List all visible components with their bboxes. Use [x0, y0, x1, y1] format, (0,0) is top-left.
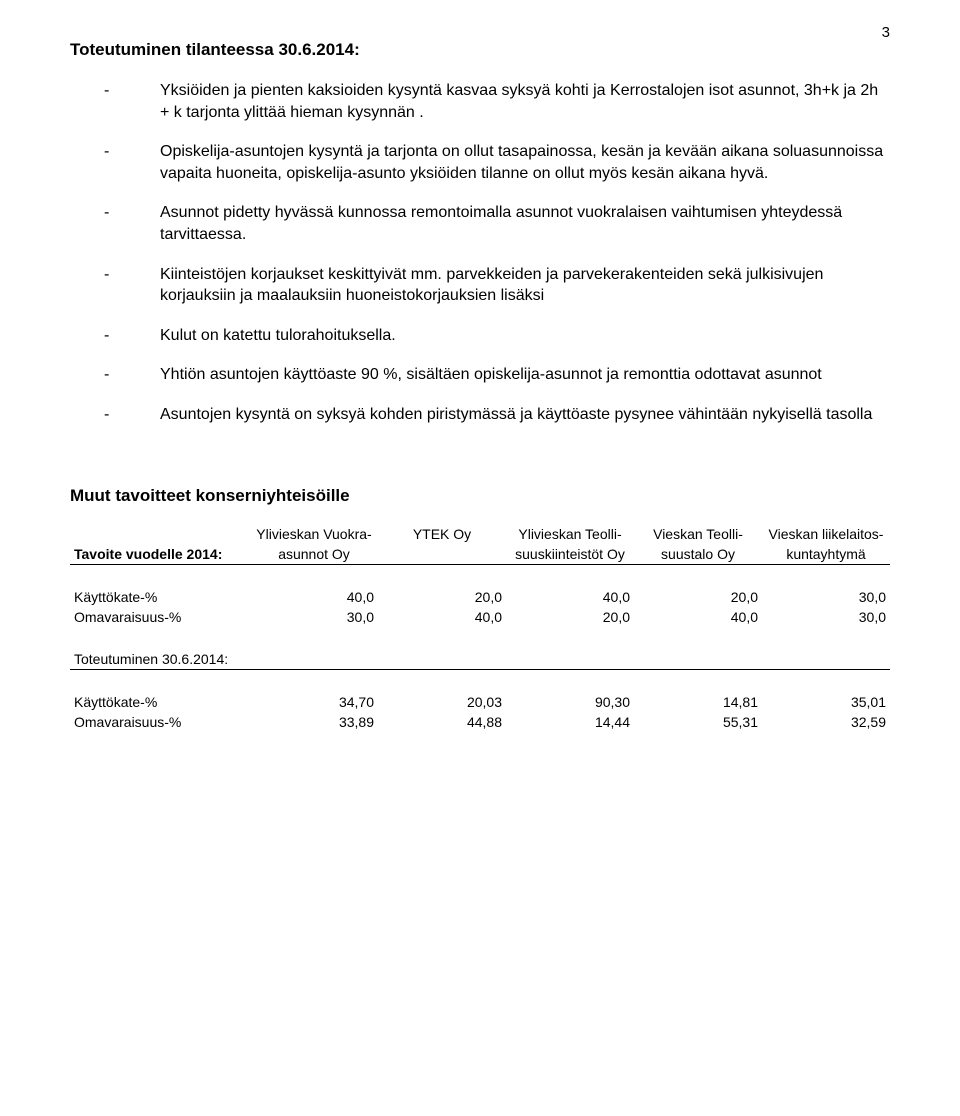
col-header: Vieskan Teolli-: [634, 524, 762, 544]
bullet-dash: -: [70, 202, 160, 224]
cell: 30,0: [762, 587, 890, 607]
cell: 20,0: [634, 587, 762, 607]
cell: 34,70: [250, 692, 378, 712]
section-label: Toteutuminen 30.6.2014:: [70, 649, 250, 670]
col-header: Ylivieskan Vuokra-: [250, 524, 378, 544]
col-header: YTEK Oy: [378, 524, 506, 544]
bullet-item: - Opiskelija-asuntojen kysyntä ja tarjon…: [70, 141, 890, 184]
col-header: asunnot Oy: [250, 544, 378, 565]
bullet-item: - Yksiöiden ja pienten kaksioiden kysynt…: [70, 80, 890, 123]
cell: 90,30: [506, 692, 634, 712]
table-row: Käyttökate-% 40,0 20,0 40,0 20,0 30,0: [70, 587, 890, 607]
cell: 40,0: [506, 587, 634, 607]
bullet-text: Asunnot pidetty hyvässä kunnossa remonto…: [160, 202, 890, 245]
table-row: Omavaraisuus-% 33,89 44,88 14,44 55,31 3…: [70, 712, 890, 732]
section-label: Tavoite vuodelle 2014:: [70, 544, 250, 565]
bullet-dash: -: [70, 364, 160, 386]
cell: 40,0: [378, 607, 506, 627]
table-header-row-2: Tavoite vuodelle 2014: asunnot Oy suuski…: [70, 544, 890, 565]
bullet-dash: -: [70, 325, 160, 347]
page-number: 3: [882, 24, 890, 41]
heading-muut-tavoitteet: Muut tavoitteet konserniyhteisöille: [70, 486, 890, 506]
row-label: Omavaraisuus-%: [70, 607, 250, 627]
bullet-dash: -: [70, 141, 160, 163]
cell: 40,0: [250, 587, 378, 607]
col-header: Vieskan liikelaitos-: [762, 524, 890, 544]
cell: 35,01: [762, 692, 890, 712]
cell: 20,0: [378, 587, 506, 607]
bullet-dash: -: [70, 80, 160, 102]
heading-toteutuminen: Toteutuminen tilanteessa 30.6.2014:: [70, 40, 890, 60]
row-label: Käyttökate-%: [70, 587, 250, 607]
col-header: Ylivieskan Teolli-: [506, 524, 634, 544]
col-header: [378, 544, 506, 565]
bullet-item: - Yhtiön asuntojen käyttöaste 90 %, sisä…: [70, 364, 890, 386]
cell: 14,81: [634, 692, 762, 712]
bullet-item: - Asuntojen kysyntä on syksyä kohden pir…: [70, 404, 890, 426]
bullet-text: Kulut on katettu tulorahoituksella.: [160, 325, 890, 347]
bullet-text: Kiinteistöjen korjaukset keskittyivät mm…: [160, 264, 890, 307]
cell: 33,89: [250, 712, 378, 732]
cell: 44,88: [378, 712, 506, 732]
bullet-dash: -: [70, 264, 160, 286]
bullet-text: Opiskelija-asuntojen kysyntä ja tarjonta…: [160, 141, 890, 184]
bullet-text: Asuntojen kysyntä on syksyä kohden piris…: [160, 404, 890, 426]
cell: 20,0: [506, 607, 634, 627]
table-header-row-1: Ylivieskan Vuokra- YTEK Oy Ylivieskan Te…: [70, 524, 890, 544]
cell: 20,03: [378, 692, 506, 712]
row-label: Käyttökate-%: [70, 692, 250, 712]
table-row: Käyttökate-% 34,70 20,03 90,30 14,81 35,…: [70, 692, 890, 712]
col-header: suuskiinteistöt Oy: [506, 544, 634, 565]
cell: 30,0: [250, 607, 378, 627]
cell: 30,0: [762, 607, 890, 627]
table-section-row: Toteutuminen 30.6.2014:: [70, 649, 890, 670]
bullet-list: - Yksiöiden ja pienten kaksioiden kysynt…: [70, 80, 890, 426]
col-header: kuntayhtymä: [762, 544, 890, 565]
bullet-item: - Asunnot pidetty hyvässä kunnossa remon…: [70, 202, 890, 245]
table-row: Omavaraisuus-% 30,0 40,0 20,0 40,0 30,0: [70, 607, 890, 627]
bullet-text: Yksiöiden ja pienten kaksioiden kysyntä …: [160, 80, 890, 123]
page: 3 Toteutuminen tilanteessa 30.6.2014: - …: [0, 0, 960, 1116]
row-label: Omavaraisuus-%: [70, 712, 250, 732]
cell: 32,59: [762, 712, 890, 732]
cell: 14,44: [506, 712, 634, 732]
bullet-item: - Kulut on katettu tulorahoituksella.: [70, 325, 890, 347]
cell: 40,0: [634, 607, 762, 627]
col-header: suustalo Oy: [634, 544, 762, 565]
bullet-text: Yhtiön asuntojen käyttöaste 90 %, sisält…: [160, 364, 890, 386]
bullet-dash: -: [70, 404, 160, 426]
targets-table: Ylivieskan Vuokra- YTEK Oy Ylivieskan Te…: [70, 524, 890, 732]
cell: 55,31: [634, 712, 762, 732]
bullet-item: - Kiinteistöjen korjaukset keskittyivät …: [70, 264, 890, 307]
